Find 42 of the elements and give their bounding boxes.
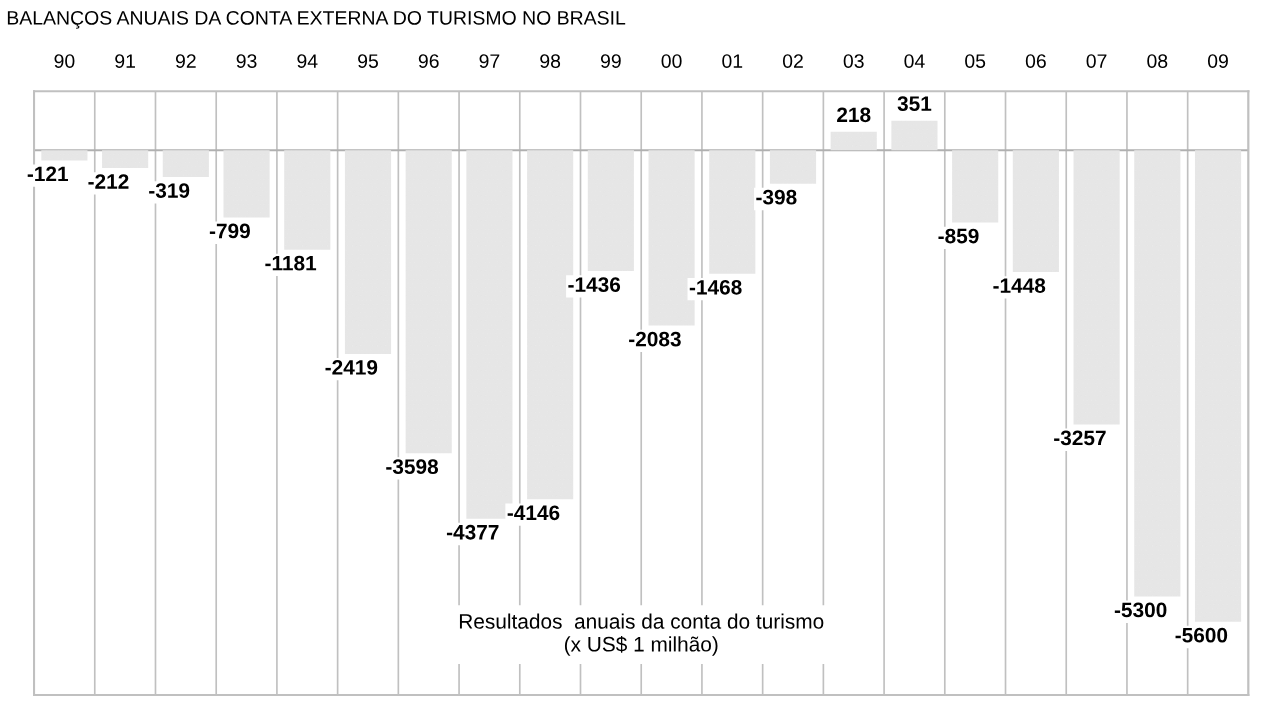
data-label: 351 bbox=[897, 96, 932, 111]
data-label: -799 bbox=[209, 223, 250, 239]
x-tick-label: 98 bbox=[540, 54, 561, 68]
x-tick-label: 03 bbox=[843, 54, 864, 68]
x-tick-label: 95 bbox=[358, 54, 378, 68]
data-label: -1468 bbox=[689, 279, 742, 295]
x-tick-label: 99 bbox=[600, 54, 621, 68]
x-tick-label: 04 bbox=[904, 54, 925, 68]
x-tick-label: 94 bbox=[297, 54, 318, 68]
data-label: -5300 bbox=[1114, 602, 1167, 618]
data-label: -2083 bbox=[629, 331, 681, 347]
chart-title: BALANÇOS ANUAIS DA CONTA EXTERNA DO TURISMO NO BRASIL bbox=[7, 10, 626, 29]
x-tick-label: 08 bbox=[1147, 54, 1168, 68]
data-label: -4146 bbox=[507, 505, 560, 521]
x-tick-label: 93 bbox=[236, 54, 257, 68]
x-tick-label: 00 bbox=[661, 54, 682, 68]
annotation: Resultados anuais da conta do turismo (x US$ 1 milhão) bbox=[459, 613, 824, 656]
x-tick-label: 90 bbox=[54, 54, 75, 68]
data-label: -3598 bbox=[386, 459, 439, 475]
x-tick-label: 97 bbox=[479, 54, 500, 68]
x-tick-label: 02 bbox=[782, 54, 803, 68]
x-tick-label: 09 bbox=[1207, 54, 1228, 68]
x-tick-label: 96 bbox=[418, 54, 439, 68]
x-tick-label: 07 bbox=[1086, 54, 1107, 68]
x-tick-label: 01 bbox=[722, 54, 743, 68]
data-label: -3257 bbox=[1054, 430, 1106, 446]
data-label: -2419 bbox=[325, 359, 378, 375]
x-tick-label: 05 bbox=[965, 54, 986, 68]
data-label: -319 bbox=[149, 183, 190, 198]
data-label: -1181 bbox=[265, 255, 317, 271]
data-label: -5600 bbox=[1175, 627, 1228, 643]
data-label: -1436 bbox=[568, 277, 621, 292]
data-label: -4377 bbox=[446, 524, 499, 540]
data-label: -398 bbox=[756, 189, 797, 205]
x-tick-label: 91 bbox=[115, 54, 135, 68]
data-label: 218 bbox=[837, 107, 871, 123]
x-tick-label: 06 bbox=[1025, 54, 1046, 68]
data-label: -121 bbox=[27, 166, 69, 182]
x-tick-label: 92 bbox=[175, 54, 196, 68]
data-label: -212 bbox=[88, 174, 129, 189]
data-label: -1448 bbox=[993, 278, 1046, 293]
data-label: -859 bbox=[938, 228, 979, 244]
